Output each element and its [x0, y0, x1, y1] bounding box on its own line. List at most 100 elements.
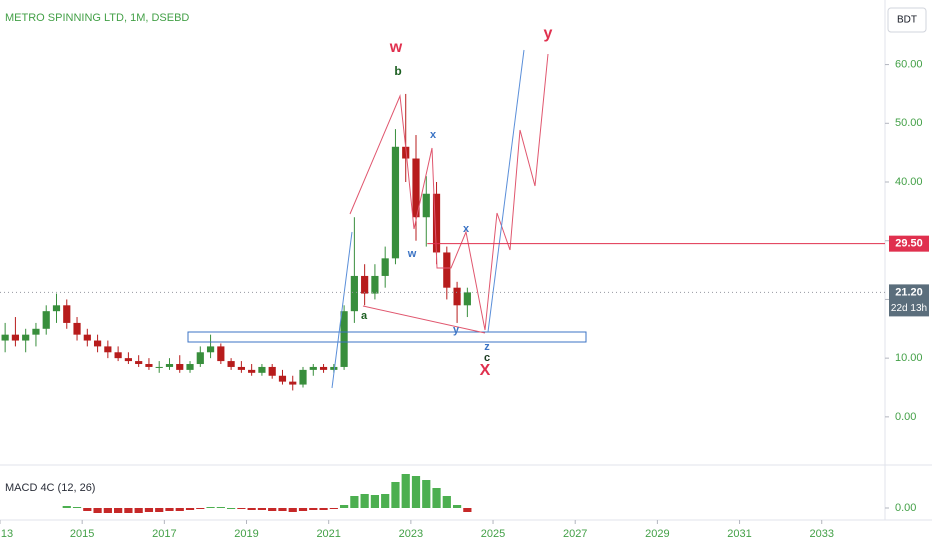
- macd-bar: [309, 508, 318, 510]
- macd-bar: [165, 508, 174, 511]
- candle-body: [340, 311, 348, 367]
- candle-body: [206, 346, 215, 353]
- macd-bar: [339, 505, 349, 508]
- x-tick-label: 2023: [399, 528, 423, 540]
- macd-bar: [72, 507, 82, 508]
- x-tick-label: 2033: [809, 528, 833, 540]
- macd-bar: [83, 508, 92, 511]
- candle-body: [463, 292, 471, 306]
- macd-bar: [411, 476, 421, 508]
- macd-bar: [432, 488, 441, 508]
- candle-body: [237, 366, 245, 370]
- macd-bar: [93, 508, 102, 513]
- macd-bar: [391, 482, 400, 508]
- macd-bar: [206, 507, 215, 508]
- candle-body: [145, 364, 153, 367]
- macd-bar: [463, 508, 472, 512]
- trend-line: [331, 231, 353, 389]
- candle-body: [309, 366, 317, 370]
- wave-label: z: [484, 341, 490, 353]
- macd-bar: [442, 496, 451, 508]
- price-tag: [889, 284, 929, 317]
- wave-label: c: [484, 352, 490, 364]
- candle-body: [248, 369, 256, 373]
- macd-bar: [144, 508, 154, 512]
- candle-body: [422, 193, 430, 218]
- candle-body: [135, 361, 143, 365]
- macd-bar: [329, 508, 338, 509]
- macd-bar: [216, 507, 225, 508]
- wave-label: y: [544, 25, 553, 42]
- y-tick-label: 40.00: [895, 176, 923, 188]
- macd-bar: [422, 480, 431, 508]
- wave-label: b: [394, 64, 401, 78]
- candle-body: [330, 366, 338, 370]
- macd-bar: [185, 508, 195, 510]
- macd-bar: [257, 508, 267, 510]
- drawings: [187, 49, 587, 389]
- x-tick-label: 2019: [234, 528, 258, 540]
- candle-body: [104, 346, 112, 353]
- candle-body: [11, 334, 20, 341]
- candle-body: [299, 369, 307, 385]
- candle-body: [1, 334, 9, 341]
- macd-bar: [114, 508, 123, 513]
- macd-bar: [155, 508, 164, 512]
- candle-body: [278, 375, 287, 382]
- currency-button[interactable]: [887, 7, 927, 33]
- price-tag: [889, 235, 929, 252]
- macd-bar: [298, 508, 308, 511]
- wave-labels: w b y x x w a y z c X: [361, 25, 553, 379]
- candle-body: [176, 364, 184, 370]
- candle-body: [412, 158, 420, 218]
- macd-bar: [196, 508, 205, 509]
- candle-body: [22, 334, 30, 341]
- candle-body: [83, 334, 91, 341]
- candle-body: [165, 364, 174, 367]
- candle-body: [32, 328, 40, 335]
- y-tick-label: 60.00: [895, 58, 923, 70]
- macd-bar: [62, 506, 71, 508]
- wave-label: a: [361, 310, 368, 322]
- x-tick-label: 2015: [70, 528, 94, 540]
- candle-body: [258, 366, 266, 373]
- x-tick-label: 2031: [727, 528, 751, 540]
- wave-label: w: [389, 39, 403, 56]
- x-tick-label: 2021: [316, 528, 340, 540]
- x-tick-label: 2029: [645, 528, 669, 540]
- wave-label: w: [407, 248, 417, 260]
- wave-label: X: [480, 362, 491, 379]
- price-tag-label: 21.20: [895, 286, 923, 298]
- macd-bar: [278, 508, 287, 511]
- candle-body: [453, 287, 461, 306]
- currency-label[interactable]: BDT: [897, 15, 917, 26]
- macd-bar: [124, 508, 133, 513]
- y-tick-label: 10.00: [895, 352, 923, 364]
- candle-body: [391, 146, 400, 259]
- macd-bar: [237, 508, 246, 509]
- candle-body: [63, 305, 71, 323]
- candle-body: [268, 366, 276, 376]
- macd-bar: [452, 505, 462, 508]
- plot-area: [1, 93, 472, 513]
- candle-body: [443, 252, 451, 288]
- candle-body: [124, 358, 132, 362]
- candle-body: [350, 275, 358, 312]
- macd-bar: [381, 494, 390, 508]
- support-zone: [187, 331, 587, 343]
- macd-bar: [401, 474, 410, 508]
- wave-path: [349, 53, 549, 331]
- macd-bar: [175, 508, 184, 511]
- chart-title: METRO SPINNING LTD, 1M, DSEBD: [5, 12, 189, 24]
- macd-bar: [370, 495, 380, 508]
- trend-line: [362, 305, 486, 334]
- y-tick-label: 50.00: [895, 117, 923, 129]
- macd-bar: [288, 508, 297, 512]
- macd-bar: [103, 508, 112, 513]
- candle-body: [227, 361, 235, 367]
- indicator-title: MACD 4C (12, 26): [5, 482, 95, 494]
- macd-bar: [134, 508, 143, 513]
- wave-label: y: [453, 324, 460, 336]
- candle-body: [73, 322, 81, 335]
- wave-label: x: [430, 129, 437, 141]
